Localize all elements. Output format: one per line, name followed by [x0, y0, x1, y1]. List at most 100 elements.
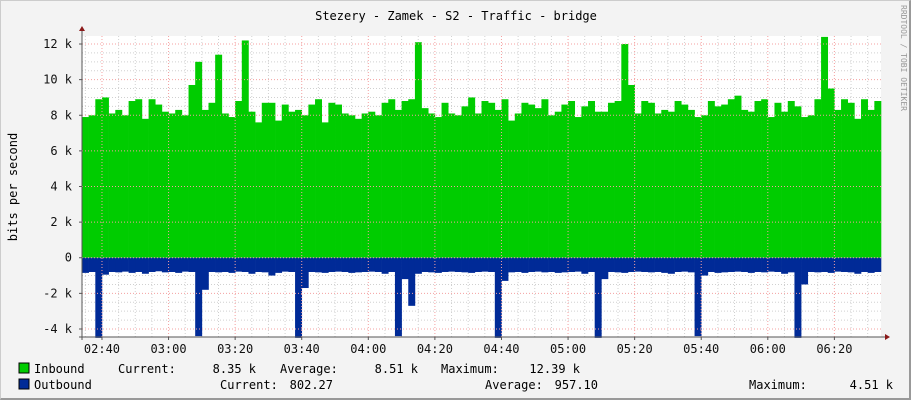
bar-outbound	[514, 257, 522, 272]
y-tick-label: -2 k	[43, 286, 73, 300]
bar-inbound	[701, 115, 709, 258]
y-tick-label: 2 k	[50, 215, 72, 229]
bar-outbound	[221, 257, 229, 272]
bar-inbound	[241, 40, 249, 258]
data-marks	[82, 36, 882, 338]
bar-inbound	[641, 101, 649, 258]
bar-outbound	[867, 257, 875, 273]
bar-inbound	[621, 44, 629, 258]
bar-outbound	[101, 257, 109, 275]
bar-inbound	[581, 106, 589, 258]
bar-inbound	[574, 117, 582, 258]
bar-inbound	[847, 102, 855, 258]
bar-outbound	[401, 257, 409, 280]
bar-outbound	[508, 257, 516, 273]
bar-outbound	[707, 257, 715, 272]
bar-outbound	[754, 257, 762, 272]
bar-outbound	[115, 257, 123, 273]
y-tick-label: 6 k	[50, 144, 72, 158]
y-tick-label: -4 k	[43, 322, 73, 336]
bar-outbound	[241, 257, 249, 272]
bar-inbound	[654, 113, 662, 258]
bar-outbound	[861, 257, 868, 272]
bar-outbound	[714, 257, 722, 273]
bar-inbound	[394, 109, 402, 258]
bar-inbound	[374, 115, 382, 258]
bar-outbound	[641, 257, 649, 272]
bar-outbound	[734, 257, 742, 272]
bar-outbound	[95, 257, 103, 338]
bar-inbound	[208, 102, 216, 258]
bar-outbound	[854, 257, 862, 274]
bar-outbound	[667, 257, 675, 274]
bar-outbound	[468, 257, 476, 273]
bar-inbound	[354, 118, 362, 258]
bar-outbound	[268, 257, 276, 276]
bar-inbound	[501, 99, 509, 258]
bar-outbound	[414, 257, 422, 274]
legend-inbound-average: 8.51 k	[375, 362, 419, 376]
x-tick-label: 03:00	[150, 342, 186, 356]
bar-inbound	[348, 115, 356, 258]
bar-inbound	[461, 106, 469, 258]
bar-outbound	[348, 257, 356, 273]
bar-outbound	[428, 257, 436, 273]
bar-inbound	[221, 113, 229, 258]
bar-outbound	[568, 257, 576, 272]
x-tick-label: 06:00	[750, 342, 786, 356]
bar-outbound	[494, 257, 502, 338]
bar-inbound	[315, 99, 322, 258]
bar-inbound	[275, 120, 283, 258]
bar-outbound	[281, 257, 289, 272]
bar-outbound	[295, 257, 303, 338]
bar-inbound	[215, 54, 223, 258]
tick-labels: 02:40 03:00 03:20 03:40 04:00 04:20 04:40 05:00…	[43, 37, 852, 356]
x-tick-label: 04:40	[483, 342, 519, 356]
bar-inbound	[608, 102, 615, 258]
bar-outbound	[82, 257, 89, 273]
bar-inbound	[161, 111, 169, 258]
y-tick-label: 12 k	[43, 37, 73, 51]
bar-inbound	[774, 102, 782, 258]
bar-outbound	[368, 257, 376, 272]
x-tick-label: 04:20	[417, 342, 453, 356]
bar-inbound	[261, 102, 269, 258]
bar-inbound	[568, 101, 576, 258]
bar-inbound	[814, 99, 822, 258]
bar-outbound	[847, 257, 855, 273]
bar-outbound	[834, 257, 842, 272]
bar-inbound	[727, 99, 735, 258]
bar-outbound	[814, 257, 822, 273]
bar-inbound	[115, 109, 123, 258]
bar-outbound	[521, 257, 529, 273]
bar-outbound	[647, 257, 655, 273]
bar-outbound	[747, 257, 755, 273]
bar-inbound	[328, 102, 336, 258]
x-tick-label: 03:20	[217, 342, 253, 356]
bar-inbound	[734, 95, 742, 258]
bar-inbound	[821, 36, 829, 258]
legend-outbound-maximum: 4.51 k	[850, 378, 894, 392]
bar-inbound	[295, 109, 303, 258]
bar-outbound	[807, 257, 815, 272]
bar-inbound	[827, 88, 835, 258]
chart-title: Stezery - Zamek - S2 - Traffic - bridge	[315, 9, 597, 23]
bar-outbound	[208, 257, 216, 272]
x-tick-label: 05:40	[683, 342, 719, 356]
bar-outbound	[481, 257, 489, 272]
bar-inbound	[335, 104, 342, 258]
bar-outbound	[155, 257, 163, 272]
bar-outbound	[255, 257, 263, 272]
bar-inbound	[188, 84, 196, 258]
legend-inbound-maximum: 12.39 k	[529, 362, 580, 376]
bar-inbound	[434, 117, 442, 258]
bar-outbound	[341, 257, 349, 272]
bar-outbound	[228, 257, 236, 273]
bar-outbound	[315, 257, 322, 273]
bar-outbound	[461, 257, 469, 273]
bar-inbound	[781, 111, 789, 258]
legend-inbound-name: Inbound	[34, 362, 85, 376]
bar-inbound	[321, 122, 329, 258]
bar-inbound	[528, 104, 536, 258]
bar-outbound	[441, 257, 449, 272]
